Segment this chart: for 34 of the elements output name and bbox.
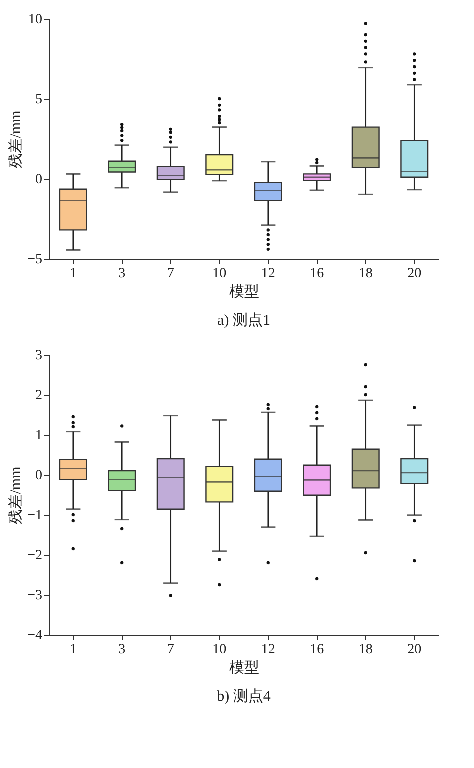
x-tick-label: 16 [310,642,324,658]
x-tick-label: 12 [261,266,276,282]
y-axis-title: 残差/mm [8,110,25,168]
x-axis-title: 模型 [230,284,260,300]
y-tick-label: −1 [28,508,42,524]
x-tick-label: 20 [408,266,422,282]
y-tick-label: −3 [28,588,42,604]
y-axis-title: 残差/mm [8,466,25,524]
x-tick-label: 10 [212,266,227,282]
x-tick-label: 16 [310,266,324,282]
x-tick-label: 20 [408,642,422,658]
x-tick-label: 3 [118,642,126,658]
x-tick-label: 3 [118,266,126,282]
y-tick-label: 1 [36,428,42,444]
y-tick-label: 5 [36,92,42,108]
y-tick-label: 10 [28,12,42,28]
y-tick-label: −4 [28,628,42,644]
text: a) 测点1 [218,312,270,329]
x-tick-label: 1 [70,266,77,282]
x-tick-label: 12 [261,642,276,658]
x-axis-title: 模型 [230,660,260,676]
y-tick-label: 2 [36,388,42,404]
y-tick-label: 3 [36,348,42,364]
y-tick-label: 0 [36,172,42,188]
x-tick-label: 1 [70,642,77,658]
y-tick-label: 0 [36,468,42,484]
x-tick-label: 10 [212,642,227,658]
x-tick-label: 7 [167,642,174,658]
x-tick-label: 7 [167,266,174,282]
y-tick-label: −5 [28,252,42,268]
x-tick-label: 18 [358,642,373,658]
x-tick-label: 18 [358,266,373,282]
text: b) 测点4 [217,688,272,705]
y-tick-label: −2 [28,548,42,564]
